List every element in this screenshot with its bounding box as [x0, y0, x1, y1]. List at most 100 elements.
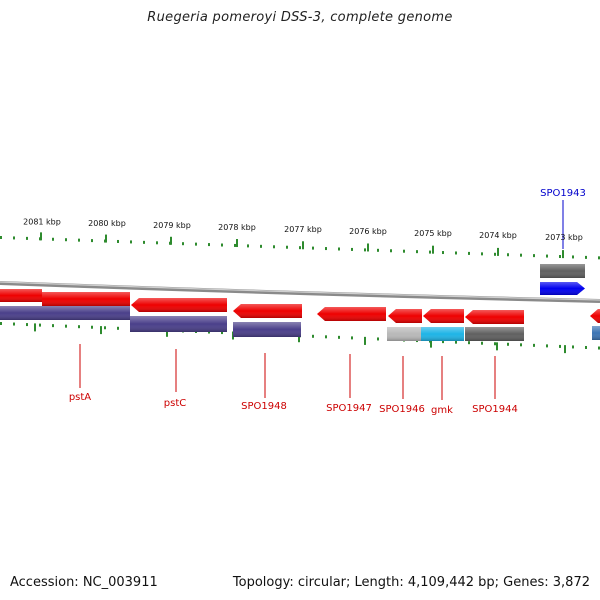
minor-tick: [481, 252, 483, 256]
minor-tick: [533, 343, 535, 347]
gene-label-spo1947: SPO1947: [326, 403, 372, 414]
minor-tick: [234, 243, 236, 247]
minor-tick: [312, 246, 314, 250]
major-tick: [34, 323, 36, 332]
minor-tick: [247, 244, 249, 248]
scale-label: 2074 kbp: [479, 231, 517, 240]
major-tick: [105, 234, 107, 243]
scale-labels: 2081 kbp 2080 kbp 2079 kbp 2078 kbp 2077 kbp…: [23, 217, 583, 242]
minor-tick: [286, 245, 288, 249]
scale-label: 2077 kbp: [284, 225, 322, 234]
minor-tick: [520, 343, 522, 347]
minor-tick: [104, 326, 106, 330]
major-tick: [564, 345, 566, 354]
topology-summary: Topology: circular; Length: 4,109,442 bp…: [232, 575, 590, 590]
major-tick: [430, 339, 432, 348]
major-tick: [40, 232, 42, 241]
minor-tick: [546, 344, 548, 348]
minor-tick: [351, 247, 353, 251]
major-tick: [170, 236, 172, 245]
minor-tick: [13, 322, 15, 326]
gene-label-spo1946: SPO1946: [379, 404, 425, 415]
minor-tick: [416, 250, 418, 254]
scale-label: 2080 kbp: [88, 219, 126, 228]
minor-tick: [572, 255, 574, 259]
gene-label-callouts: pstA pstC SPO1948 SPO1947 SPO1946 gmk SPO1944 S…: [69, 188, 586, 416]
minor-tick: [403, 249, 405, 253]
feature-gmk: [421, 327, 464, 341]
feature-pstC: [130, 316, 227, 332]
gene-upper-spo1948: [233, 304, 302, 318]
gene-label-gmk: gmk: [431, 405, 453, 416]
feature-spo1944: [465, 327, 524, 341]
scale-label: 2073 kbp: [545, 233, 583, 242]
minor-tick: [65, 324, 67, 328]
gene-upper-gmk: [423, 309, 464, 323]
gene-label-pstc: pstC: [164, 398, 186, 409]
minor-tick: [429, 250, 431, 254]
minor-tick: [390, 249, 392, 253]
minor-tick: [507, 253, 509, 257]
feature-spo1948: [233, 322, 301, 337]
minor-tick: [585, 255, 587, 259]
minor-tick: [585, 345, 587, 349]
backbone-highlight: [0, 281, 600, 301]
minor-tick: [117, 239, 119, 243]
minor-tick: [468, 341, 470, 345]
minor-tick: [325, 247, 327, 251]
feature-spo1946: [387, 327, 421, 341]
minor-tick: [598, 256, 600, 260]
minor-tick: [52, 237, 54, 241]
gene-features: [0, 264, 600, 341]
minor-tick: [130, 240, 132, 244]
major-tick: [367, 243, 369, 252]
feature-spo1943: [540, 264, 585, 278]
minor-tick: [442, 251, 444, 255]
feature-edge: [592, 326, 600, 340]
gene-upper-spo1946: [388, 309, 422, 323]
minor-tick: [143, 240, 145, 244]
minor-tick: [481, 341, 483, 345]
minor-tick: [208, 243, 210, 247]
minor-tick: [533, 254, 535, 258]
major-tick: [432, 245, 434, 254]
minor-tick: [494, 342, 496, 346]
major-tick: [364, 336, 366, 345]
gene-label-spo1948: SPO1948: [241, 401, 287, 412]
minor-tick: [559, 255, 561, 259]
minor-tick: [455, 340, 457, 344]
gene-upper-spo1947: [317, 307, 386, 321]
scale-label: 2075 kbp: [414, 229, 452, 238]
minor-tick: [468, 251, 470, 255]
scale-label: 2078 kbp: [218, 223, 256, 232]
minor-tick: [65, 238, 67, 242]
minor-tick: [221, 331, 223, 335]
gene-label-psta: pstA: [69, 392, 91, 403]
major-tick: [302, 241, 304, 250]
minor-tick: [546, 254, 548, 258]
minor-tick: [156, 241, 158, 245]
minor-tick: [572, 345, 574, 349]
gene-upper-spo1944: [465, 310, 524, 324]
gene-label-spo1944: SPO1944: [472, 404, 518, 415]
minor-tick: [494, 252, 496, 256]
major-tick: [100, 326, 102, 335]
minor-tick: [182, 242, 184, 246]
gene-upper-2: [42, 292, 130, 306]
scale-label: 2076 kbp: [349, 227, 387, 236]
minor-tick: [299, 246, 301, 250]
minor-tick: [26, 323, 28, 327]
minor-tick: [377, 248, 379, 252]
minor-tick: [195, 242, 197, 246]
gene-label-spo1943: SPO1943: [540, 188, 586, 199]
minor-tick: [13, 236, 15, 240]
minor-tick: [351, 336, 353, 340]
minor-tick: [39, 323, 41, 327]
genome-title: Ruegeria pomeroyi DSS-3, complete genome: [147, 10, 453, 25]
genome-backbone: [0, 281, 600, 303]
feature-pstA: [0, 306, 130, 320]
minor-tick: [559, 344, 561, 348]
minor-tick: [221, 243, 223, 247]
minor-tick: [208, 330, 210, 334]
